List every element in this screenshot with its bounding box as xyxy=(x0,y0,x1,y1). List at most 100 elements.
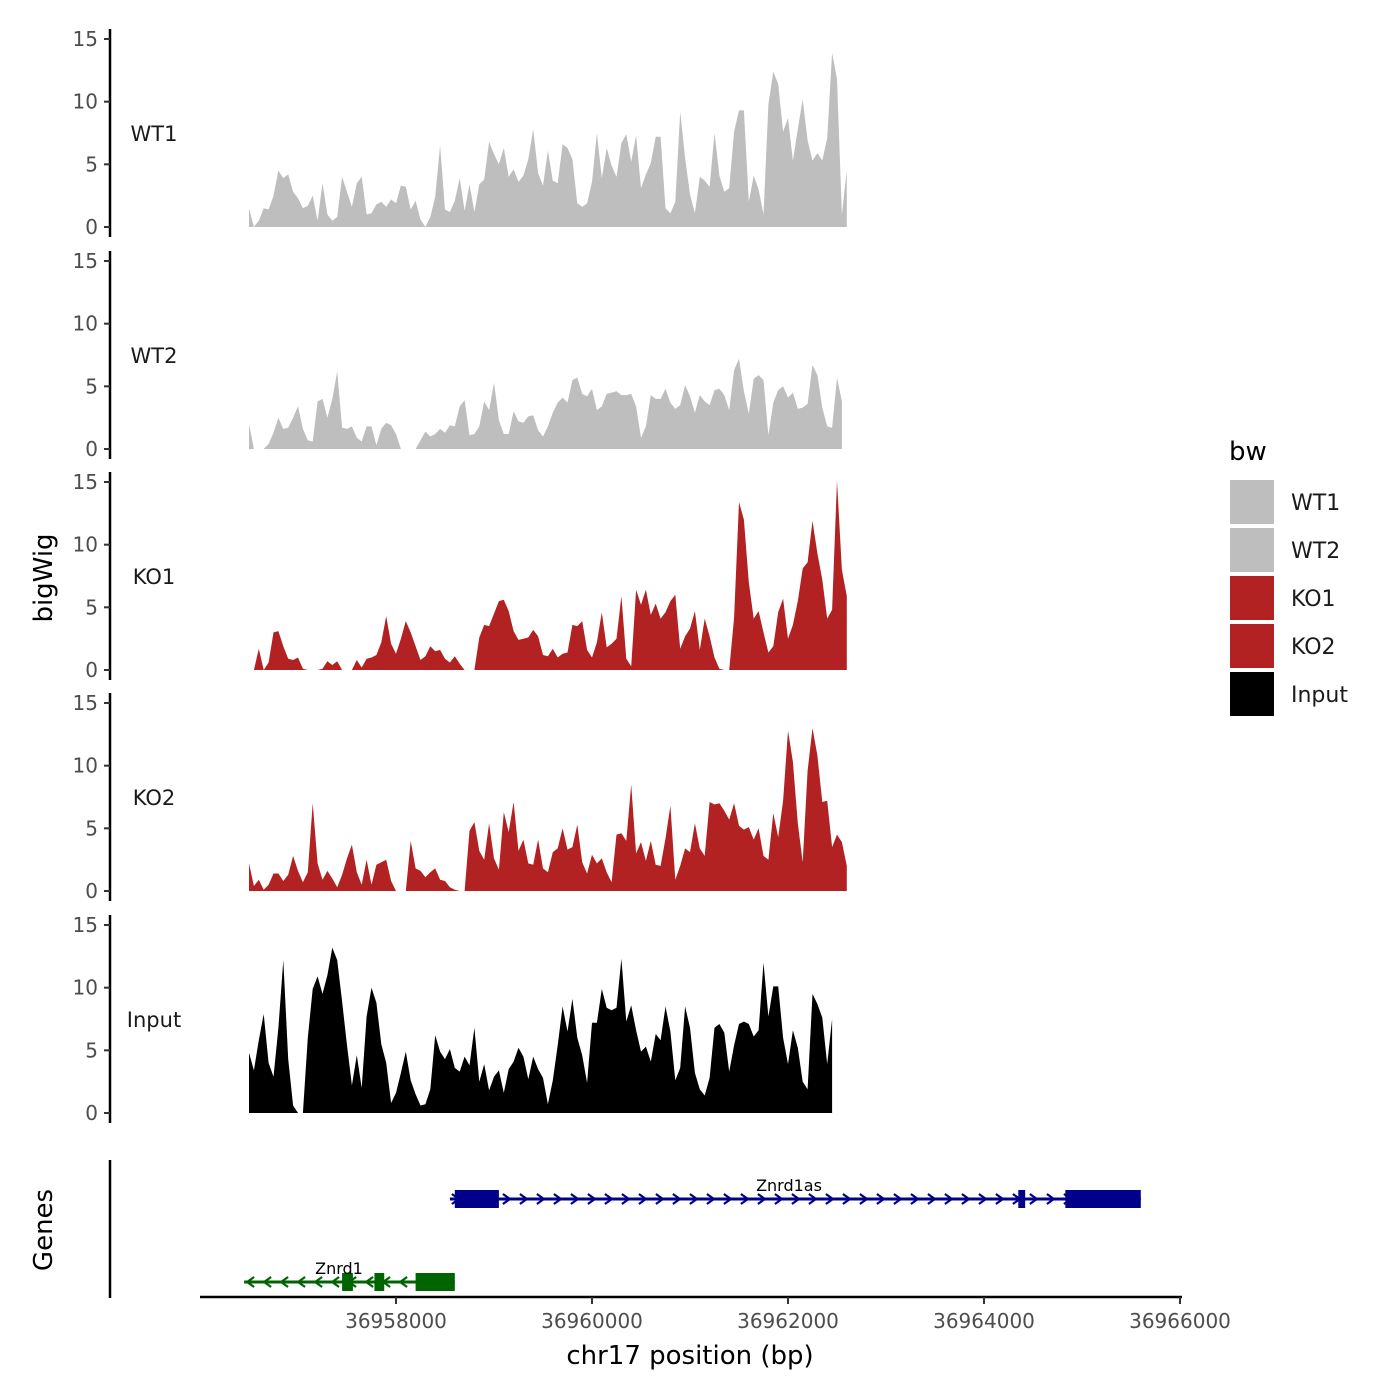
legend-item-ko2: KO2 xyxy=(1230,624,1336,668)
strand-arrow-icon xyxy=(842,1193,852,1205)
legend-label: KO2 xyxy=(1291,635,1336,660)
x-tick-label: 36958000 xyxy=(345,1309,447,1333)
strand-arrow-icon xyxy=(604,1193,614,1205)
strand-arrow-icon xyxy=(859,1193,869,1205)
strand-arrow-icon xyxy=(791,1193,801,1205)
y-tick-label: 0 xyxy=(85,1101,98,1125)
strand-arrow-icon xyxy=(723,1193,733,1205)
x-axis-title: chr17 position (bp) xyxy=(566,1341,813,1371)
strand-arrow-icon xyxy=(364,1276,374,1288)
track-wt1: 0 5 10 15 WT1 xyxy=(73,27,847,239)
strand-arrow-icon xyxy=(910,1193,920,1205)
strand-arrow-icon xyxy=(825,1193,835,1205)
gene-label: Znrd1 xyxy=(315,1259,363,1278)
strand-arrow-icon xyxy=(262,1276,272,1288)
strand-arrow-icon xyxy=(398,1276,408,1288)
x-axis: 36958000 36960000 36962000 36964000 36966000 xyxy=(200,1295,1231,1333)
legend-title: bw xyxy=(1229,437,1267,467)
legend-item-wt2: WT2 xyxy=(1230,528,1340,572)
y-tick-label: 15 xyxy=(73,913,98,937)
strand-arrow-icon xyxy=(245,1276,255,1288)
strand-arrow-icon xyxy=(1029,1193,1039,1205)
strand-arrow-icon xyxy=(740,1193,750,1205)
y-tick-label: 0 xyxy=(85,879,98,903)
y-tick-label: 0 xyxy=(85,215,98,239)
y-tick-label: 5 xyxy=(85,595,98,619)
gene-exon xyxy=(415,1273,455,1291)
y-tick-label: 0 xyxy=(85,658,98,682)
legend-item-input: Input xyxy=(1230,672,1348,716)
y-tick-label: 5 xyxy=(85,152,98,176)
strand-arrow-icon xyxy=(655,1193,665,1205)
y-tick-label: 10 xyxy=(73,976,98,1000)
gene-exon xyxy=(1065,1190,1141,1208)
strand-arrow-icon xyxy=(893,1193,903,1205)
genes-layer: Znrd1as Znrd1 xyxy=(108,1160,1141,1298)
legend-label: KO1 xyxy=(1291,587,1336,612)
gene-znrd1: Znrd1 xyxy=(244,1259,455,1291)
y-axis-title: bigWig xyxy=(29,533,59,622)
legend-label: WT2 xyxy=(1291,539,1340,564)
strand-arrow-icon xyxy=(279,1276,289,1288)
y-tick-label: 10 xyxy=(73,312,98,336)
strand-arrow-icon xyxy=(553,1193,563,1205)
area-wt2 xyxy=(249,358,842,449)
track-wt2: 0 5 10 15 WT2 xyxy=(73,249,842,461)
strand-arrow-icon xyxy=(672,1193,682,1205)
track-ko2: 0 5 10 15 KO2 xyxy=(73,691,847,903)
gene-exon xyxy=(342,1273,353,1291)
tracks-layer: 0 5 10 15 WT1 0 5 10 15 WT2 0 5 10 15 KO1 0 5 10 15 KO2 0 5 10… xyxy=(73,27,847,1125)
track-input: 0 5 10 15 Input xyxy=(73,913,833,1125)
legend-swatch xyxy=(1230,576,1274,620)
strand-arrow-icon xyxy=(330,1276,340,1288)
legend: bw WT1 WT2 KO1 KO2 Input xyxy=(1229,437,1348,716)
strand-arrow-icon xyxy=(995,1193,1005,1205)
gene-exon xyxy=(454,1190,499,1208)
y-tick-label: 15 xyxy=(73,470,98,494)
gene-znrd1as: Znrd1as xyxy=(449,1176,1141,1208)
genes-axis-title: Genes xyxy=(29,1189,59,1271)
y-tick-label: 5 xyxy=(85,374,98,398)
strand-arrow-icon xyxy=(978,1193,988,1205)
legend-item-ko1: KO1 xyxy=(1230,576,1336,620)
strand-arrow-icon xyxy=(927,1193,937,1205)
track-label: Input xyxy=(127,1008,181,1032)
strand-arrow-icon xyxy=(519,1193,529,1205)
strand-arrow-icon xyxy=(536,1193,546,1205)
strand-arrow-icon xyxy=(774,1193,784,1205)
x-tick-label: 36960000 xyxy=(541,1309,643,1333)
strand-arrow-icon xyxy=(587,1193,597,1205)
x-tick-label: 36966000 xyxy=(1129,1309,1231,1333)
y-tick-label: 15 xyxy=(73,691,98,715)
legend-swatch xyxy=(1230,672,1274,716)
legend-label: WT1 xyxy=(1291,491,1340,516)
gene-exon xyxy=(374,1273,385,1291)
strand-arrow-icon xyxy=(638,1193,648,1205)
track-label: KO2 xyxy=(133,786,176,810)
strand-arrow-icon xyxy=(689,1193,699,1205)
area-wt1 xyxy=(249,52,847,227)
y-tick-label: 15 xyxy=(73,249,98,273)
y-tick-label: 5 xyxy=(85,816,98,840)
y-tick-label: 0 xyxy=(85,437,98,461)
strand-arrow-icon xyxy=(944,1193,954,1205)
legend-swatch xyxy=(1230,624,1274,668)
y-tick-label: 10 xyxy=(73,754,98,778)
track-label: WT1 xyxy=(131,122,178,146)
strand-arrow-icon xyxy=(757,1193,767,1205)
area-input xyxy=(249,947,833,1113)
strand-arrow-icon xyxy=(961,1193,971,1205)
gene-label: Znrd1as xyxy=(756,1176,822,1195)
strand-arrow-icon xyxy=(1046,1193,1056,1205)
legend-swatch xyxy=(1230,528,1274,572)
track-ko1: 0 5 10 15 KO1 xyxy=(73,470,847,682)
area-ko2 xyxy=(249,728,847,891)
strand-arrow-icon xyxy=(808,1193,818,1205)
strand-arrow-icon xyxy=(502,1193,512,1205)
track-label: WT2 xyxy=(131,344,178,368)
gene-exon xyxy=(1018,1190,1026,1208)
track-label: KO1 xyxy=(133,565,176,589)
strand-arrow-icon xyxy=(876,1193,886,1205)
strand-arrow-icon xyxy=(621,1193,631,1205)
x-tick-label: 36964000 xyxy=(933,1309,1035,1333)
